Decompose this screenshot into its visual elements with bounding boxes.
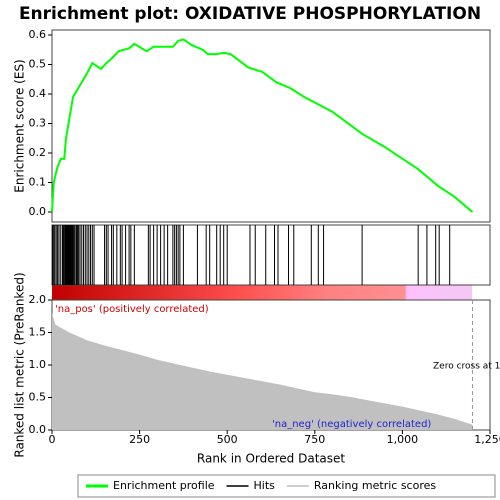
y-tick-label: 0.0: [29, 423, 47, 436]
chart-title: Enrichment plot: OXIDATIVE PHOSPHORYLATI…: [19, 4, 481, 24]
y-tick-label: 0.1: [29, 175, 47, 188]
y-tick-label: 0.4: [29, 87, 47, 100]
y-tick-label: 0.3: [29, 116, 47, 129]
y-tick-label: 0.6: [29, 28, 47, 41]
x-tick-label: 750: [304, 433, 325, 446]
x-tick-label: 1,000: [387, 433, 419, 446]
es-line: [51, 38, 474, 213]
metric-area: [52, 313, 473, 430]
legend-label: Enrichment profile: [113, 479, 215, 492]
color-bar: [52, 285, 472, 300]
x-tick-label: 250: [129, 433, 150, 446]
x-axis-label: Rank in Ordered Dataset: [197, 452, 345, 466]
x-tick-label: 1,250: [474, 433, 500, 446]
legend-label: Ranking metric scores: [314, 479, 436, 492]
panel-frame: [51, 224, 491, 286]
y-tick-label: 0.5: [29, 391, 47, 404]
y-axis-label: Enrichment score (ES): [13, 59, 27, 192]
legend-label: Hits: [254, 479, 276, 492]
y-tick-label: 1.0: [29, 358, 47, 371]
legend-box: [77, 474, 496, 498]
y-tick-label: 0.5: [29, 58, 47, 71]
x-tick-label: 0: [49, 433, 56, 446]
y-axis-label: Ranked list metric (PreRanked): [13, 272, 27, 457]
neg-label: 'na_neg' (negatively correlated): [272, 419, 431, 430]
x-tick-label: 500: [217, 433, 238, 446]
zero-cross-label: Zero cross at 1200: [433, 362, 500, 372]
pos-label: 'na_pos' (positively correlated): [55, 304, 209, 315]
y-tick-label: 0.2: [29, 146, 47, 159]
y-tick-label: 2.0: [29, 293, 47, 306]
panel-frame: [51, 29, 491, 223]
y-tick-label: 0.0: [29, 205, 47, 218]
y-tick-label: 1.5: [29, 326, 47, 339]
